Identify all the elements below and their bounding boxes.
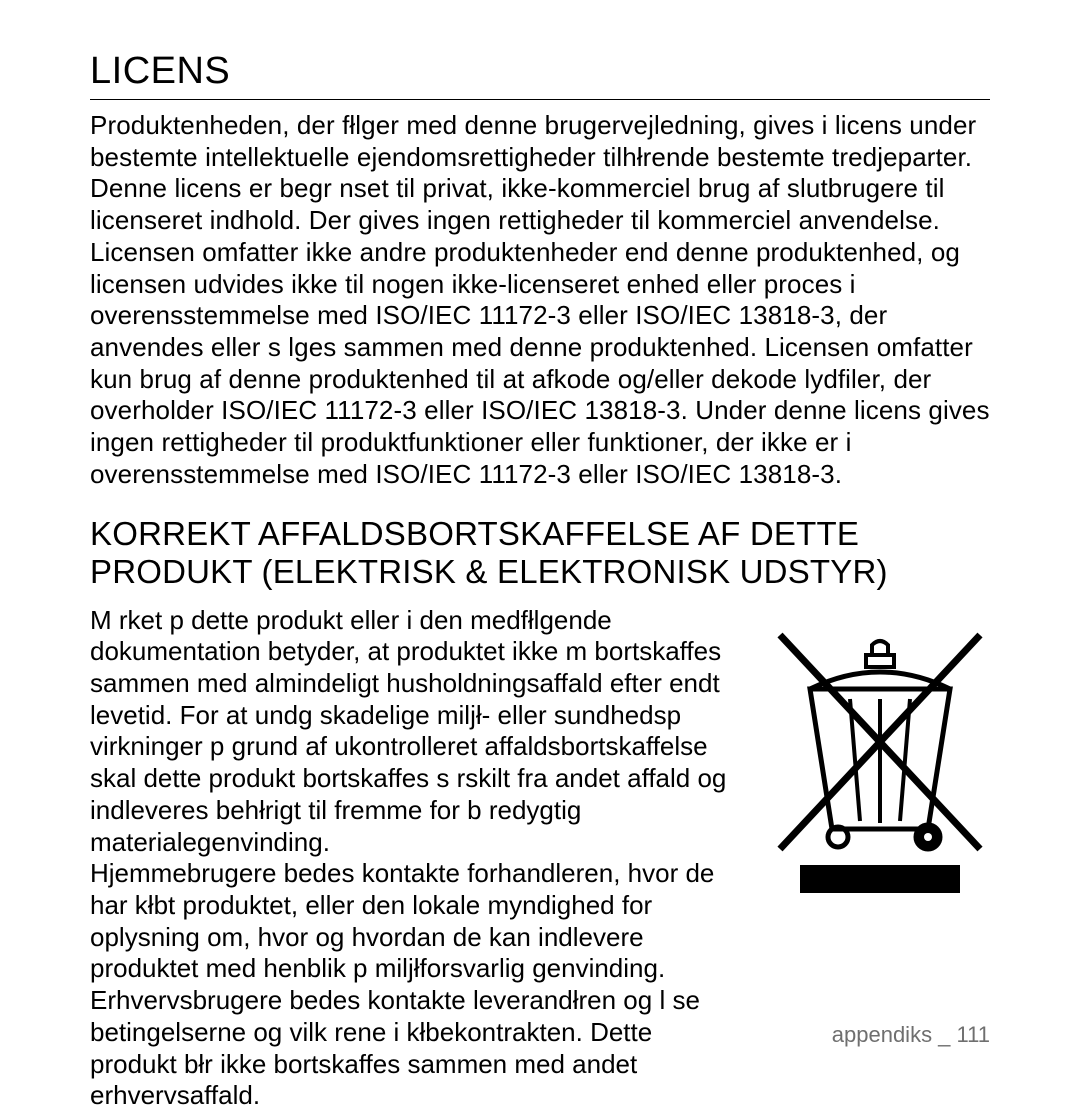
disposal-paragraph-1: M rket p dette produkt eller i den medfł… — [90, 605, 744, 859]
disposal-paragraph-3: Erhvervsbrugere bedes kontakte leverandł… — [90, 985, 744, 1112]
disposal-paragraph-2: Hjemmebrugere bedes kontakte forhandlere… — [90, 858, 744, 985]
license-paragraph: Produktenheden, der fłlger med denne bru… — [90, 110, 990, 491]
section-heading-disposal: KORREKT AFFALDSBORTSKAFFELSE AF DETTE PR… — [90, 515, 990, 591]
section-heading-licens: LICENS — [90, 50, 990, 100]
disposal-text-block: M rket p dette produkt eller i den medfł… — [90, 605, 744, 1112]
footer-section-label: appendiks _ — [832, 1022, 951, 1047]
weee-bin-crossed-icon — [770, 615, 990, 900]
manual-page: LICENS Produktenheden, der fłlger med de… — [0, 0, 1080, 1080]
page-footer: appendiks _ 111 — [832, 1022, 990, 1048]
footer-page-number: 111 — [957, 1022, 990, 1047]
